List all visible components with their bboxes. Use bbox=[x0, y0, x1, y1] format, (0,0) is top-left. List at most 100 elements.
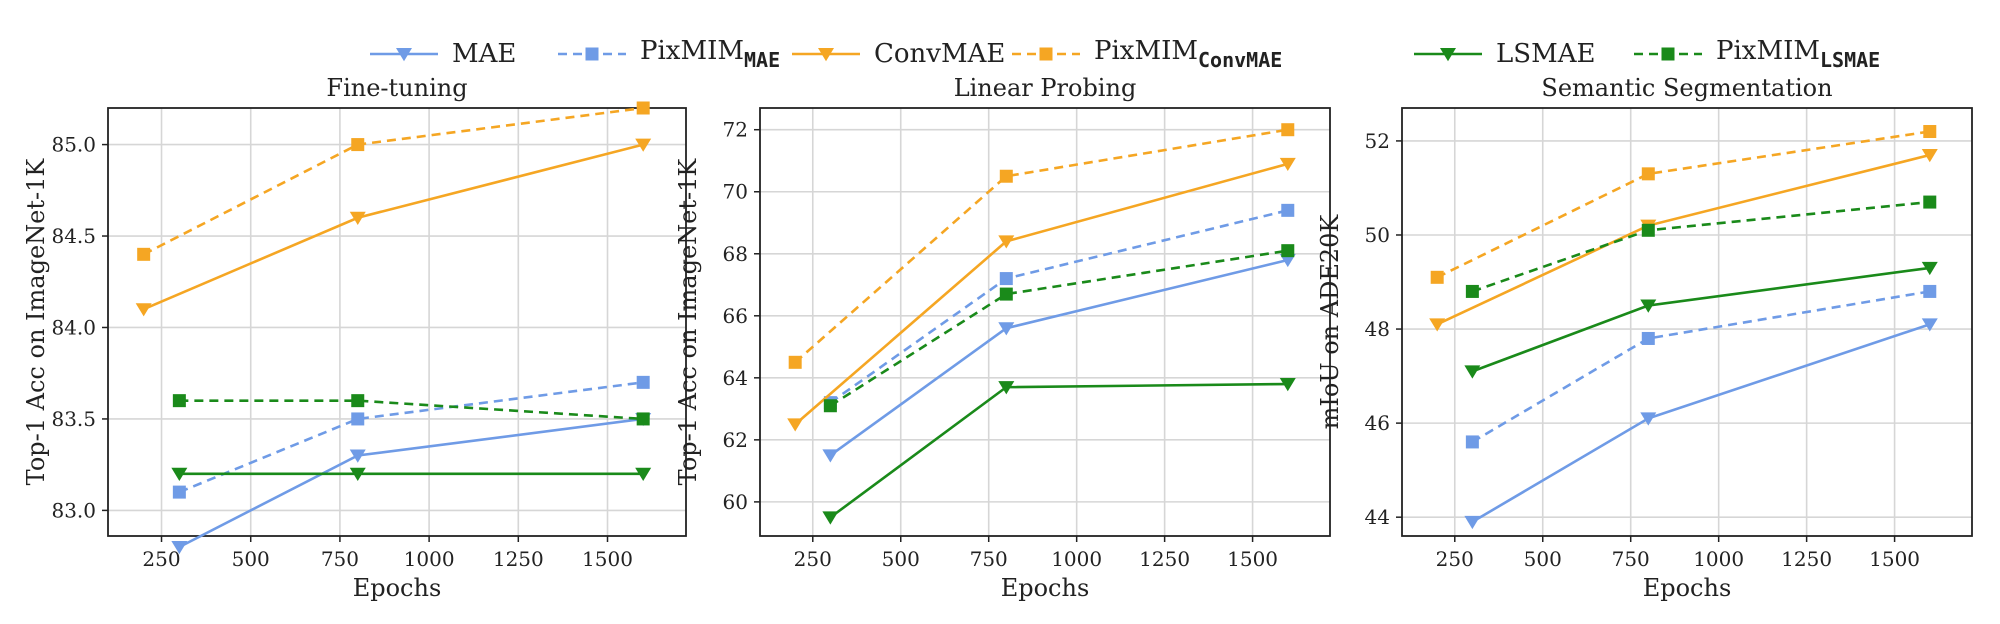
data-point-pixmim_mae bbox=[999, 272, 1013, 286]
y-axis-label: Top-1 Acc on ImageNet-1K bbox=[674, 158, 702, 486]
chart-panel-2: 250 500 750 1000 1250 1500 60 62 64 66 68 70 72 Linea… bbox=[674, 74, 1331, 602]
legend-marker-mae bbox=[396, 48, 412, 62]
legend-label-text: PixMIM bbox=[640, 36, 744, 66]
legend-swatch-pixmim_lsmae bbox=[1634, 47, 1702, 61]
legend-label-pixmim_lsmae: PixMIMLSMAE bbox=[1716, 36, 1880, 72]
x-tick-label: 750 bbox=[970, 547, 1008, 571]
data-point-convmae bbox=[1921, 149, 1938, 163]
x-tick-label: 1000 bbox=[1693, 547, 1744, 571]
data-point-pixmim_lsmae bbox=[823, 399, 837, 413]
data-point-convmae bbox=[998, 235, 1015, 249]
legend-label-subscript: MAE bbox=[744, 48, 781, 72]
data-point-pixmim_lsmae bbox=[1641, 223, 1655, 237]
legend-item-lsmae: LSMAE bbox=[1412, 30, 1595, 78]
data-point-mae bbox=[1279, 253, 1296, 268]
data-point-lsmae bbox=[822, 511, 839, 525]
data-point-lsmae bbox=[1921, 261, 1938, 276]
data-point-pixmim_lsmae bbox=[172, 394, 186, 408]
chart-title: Linear Probing bbox=[954, 74, 1137, 102]
y-axis-label: mIoU on ADE20K bbox=[1316, 214, 1344, 430]
x-tick-label: 1500 bbox=[1227, 547, 1278, 571]
plot-frame bbox=[1401, 107, 1973, 537]
x-tick-label: 1250 bbox=[493, 547, 544, 571]
y-tick-label: 84.5 bbox=[51, 224, 96, 248]
data-point-pixmim_convmae bbox=[137, 247, 151, 261]
series-convmae bbox=[787, 157, 1296, 432]
series-line-pixmim_mae bbox=[178, 381, 644, 494]
legend-label-text: PixMIM bbox=[1716, 36, 1820, 66]
data-point-mae bbox=[1464, 515, 1481, 530]
x-tick-label: 1500 bbox=[582, 547, 633, 571]
y-tick-label: 44 bbox=[1365, 505, 1390, 529]
series-pixmim_lsmae bbox=[172, 394, 650, 426]
series-line-lsmae bbox=[1471, 266, 1930, 373]
data-point-mae bbox=[998, 322, 1015, 336]
legend-swatch-convmae bbox=[792, 48, 860, 62]
series-pixmim_lsmae bbox=[1465, 195, 1937, 298]
x-tick-label: 500 bbox=[1524, 547, 1562, 571]
data-point-lsmae bbox=[349, 467, 366, 482]
legend-label-text: PixMIM bbox=[1094, 36, 1198, 66]
series-line-pixmim_lsmae bbox=[829, 249, 1288, 407]
x-tick-label: 250 bbox=[794, 547, 832, 571]
legend-label-convmae: ConvMAE bbox=[874, 39, 1005, 69]
y-axis-label: Top-1 Acc on ImageNet-1K bbox=[22, 158, 50, 486]
data-point-pixmim_convmae bbox=[1430, 270, 1444, 284]
data-point-pixmim_mae bbox=[1923, 284, 1937, 298]
series-line-convmae bbox=[143, 143, 644, 311]
plot-frame bbox=[759, 107, 1331, 537]
data-point-pixmim_lsmae bbox=[1281, 244, 1295, 258]
y-tick-label: 52 bbox=[1365, 129, 1390, 153]
y-tick-label: 84.0 bbox=[51, 315, 96, 339]
series-line-mae bbox=[178, 417, 644, 549]
y-tick-label: 60 bbox=[723, 490, 748, 514]
legend: MAE PixMIMMAE ConvMAE PixMIMConvMAE LSMAE Pix… bbox=[0, 30, 2000, 78]
data-point-pixmim_mae bbox=[351, 412, 365, 426]
y-tick-label: 50 bbox=[1365, 223, 1390, 247]
legend-item-pixmim_mae: PixMIMMAE bbox=[556, 30, 780, 78]
data-point-mae bbox=[822, 449, 839, 463]
data-point-lsmae bbox=[998, 381, 1015, 395]
series-line-lsmae bbox=[829, 382, 1288, 519]
data-point-pixmim_lsmae bbox=[636, 412, 650, 426]
data-point-convmae bbox=[349, 211, 366, 225]
legend-label-text: LSMAE bbox=[1496, 39, 1596, 69]
x-axis-label: Epochs bbox=[1643, 574, 1732, 602]
series-line-pixmim_convmae bbox=[143, 106, 644, 256]
legend-item-pixmim_convmae: PixMIMConvMAE bbox=[1010, 30, 1282, 78]
x-tick-label: 1000 bbox=[1051, 547, 1102, 571]
data-point-pixmim_mae bbox=[172, 485, 186, 499]
series-line-pixmim_lsmae bbox=[179, 399, 644, 421]
series-lsmae bbox=[171, 467, 652, 482]
legend-marker-pixmim_convmae bbox=[1039, 47, 1053, 61]
x-tick-label: 500 bbox=[232, 547, 270, 571]
x-axis-label: Epochs bbox=[1001, 574, 1090, 602]
y-tick-label: 64 bbox=[723, 366, 748, 390]
series-mae bbox=[822, 253, 1296, 463]
x-axis-label: Epochs bbox=[353, 574, 442, 602]
data-point-pixmim_mae bbox=[1465, 435, 1479, 449]
legend-label-pixmim_mae: PixMIMMAE bbox=[640, 36, 780, 72]
data-point-lsmae bbox=[1640, 299, 1657, 313]
legend-item-convmae: ConvMAE bbox=[790, 30, 1005, 78]
series-convmae bbox=[135, 138, 652, 317]
series-lsmae bbox=[822, 378, 1296, 525]
y-tick-label: 85.0 bbox=[51, 133, 96, 157]
data-point-pixmim_mae bbox=[1281, 203, 1295, 217]
x-tick-label: 500 bbox=[882, 547, 920, 571]
legend-swatch-lsmae bbox=[1414, 48, 1482, 62]
x-tick-label: 1250 bbox=[1781, 547, 1832, 571]
y-tick-label: 68 bbox=[723, 242, 748, 266]
data-point-convmae bbox=[1429, 318, 1446, 332]
x-tick-label: 750 bbox=[321, 547, 359, 571]
chart-title: Semantic Segmentation bbox=[1541, 74, 1832, 102]
data-point-mae bbox=[1640, 412, 1657, 426]
series-pixmim_mae bbox=[172, 375, 650, 499]
legend-label-subscript: LSMAE bbox=[1820, 48, 1881, 72]
x-tick-label: 250 bbox=[1436, 547, 1474, 571]
data-point-pixmim_convmae bbox=[1281, 123, 1295, 137]
legend-item-pixmim_lsmae: PixMIMLSMAE bbox=[1632, 30, 1880, 78]
legend-label-text: MAE bbox=[452, 39, 517, 69]
